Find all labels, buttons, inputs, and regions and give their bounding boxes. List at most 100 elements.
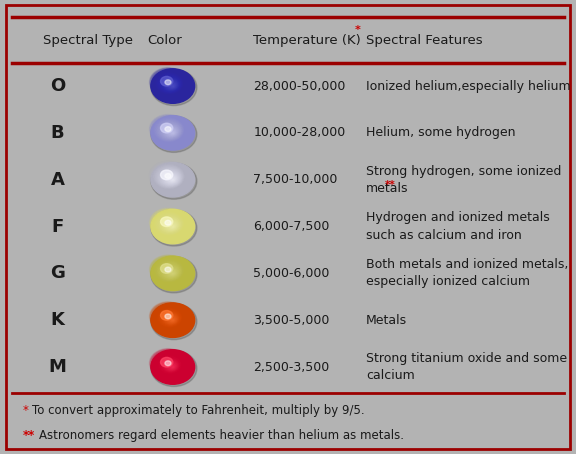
Circle shape xyxy=(160,216,180,232)
Circle shape xyxy=(162,312,179,325)
Circle shape xyxy=(165,220,171,225)
Circle shape xyxy=(168,316,176,323)
Circle shape xyxy=(150,302,187,331)
Circle shape xyxy=(162,265,179,279)
Circle shape xyxy=(165,79,178,90)
Circle shape xyxy=(160,216,181,233)
Circle shape xyxy=(168,129,176,135)
Circle shape xyxy=(152,257,185,283)
Circle shape xyxy=(158,215,181,233)
Circle shape xyxy=(161,358,180,373)
Circle shape xyxy=(161,170,180,185)
Circle shape xyxy=(164,219,178,231)
Circle shape xyxy=(163,125,179,137)
Circle shape xyxy=(154,118,184,142)
Circle shape xyxy=(160,356,181,373)
Circle shape xyxy=(153,258,184,282)
Circle shape xyxy=(157,168,182,187)
Circle shape xyxy=(160,263,180,279)
Circle shape xyxy=(164,266,178,277)
Circle shape xyxy=(168,223,176,229)
Circle shape xyxy=(170,224,175,228)
Circle shape xyxy=(163,172,179,184)
Circle shape xyxy=(167,81,176,89)
Circle shape xyxy=(167,222,176,229)
Circle shape xyxy=(164,313,178,325)
Circle shape xyxy=(151,69,197,106)
Circle shape xyxy=(167,82,176,89)
Circle shape xyxy=(153,118,184,142)
Text: Temperature (K): Temperature (K) xyxy=(253,35,361,47)
Circle shape xyxy=(157,354,183,375)
Circle shape xyxy=(171,319,174,321)
Circle shape xyxy=(153,164,184,189)
Circle shape xyxy=(151,163,185,190)
Circle shape xyxy=(150,162,186,190)
Circle shape xyxy=(170,225,174,227)
Text: A: A xyxy=(51,171,65,189)
Circle shape xyxy=(160,217,180,232)
Circle shape xyxy=(162,78,179,91)
Circle shape xyxy=(169,177,175,181)
Circle shape xyxy=(158,168,181,187)
Circle shape xyxy=(157,120,183,140)
Circle shape xyxy=(151,116,185,143)
Circle shape xyxy=(151,350,195,384)
Circle shape xyxy=(168,270,175,276)
Circle shape xyxy=(157,214,183,234)
Text: Helium, some hydrogen: Helium, some hydrogen xyxy=(366,126,516,139)
Circle shape xyxy=(154,306,184,329)
Circle shape xyxy=(170,84,175,87)
Circle shape xyxy=(156,260,183,281)
Circle shape xyxy=(151,257,185,283)
Circle shape xyxy=(168,363,176,369)
Circle shape xyxy=(170,131,174,134)
Circle shape xyxy=(157,74,182,93)
Circle shape xyxy=(163,78,179,91)
Circle shape xyxy=(160,263,181,280)
Circle shape xyxy=(151,303,185,331)
Circle shape xyxy=(156,120,183,141)
Circle shape xyxy=(165,220,178,231)
Circle shape xyxy=(172,85,173,87)
Circle shape xyxy=(165,267,177,277)
Circle shape xyxy=(166,315,177,324)
Circle shape xyxy=(160,170,180,186)
Circle shape xyxy=(162,124,179,138)
Circle shape xyxy=(156,167,183,188)
Text: G: G xyxy=(50,264,65,282)
Circle shape xyxy=(151,210,197,246)
Circle shape xyxy=(167,128,176,135)
Circle shape xyxy=(153,117,185,142)
Circle shape xyxy=(159,169,181,186)
Circle shape xyxy=(154,71,184,95)
Circle shape xyxy=(158,215,181,233)
Circle shape xyxy=(149,255,187,284)
Circle shape xyxy=(170,178,174,181)
Circle shape xyxy=(160,357,180,373)
Circle shape xyxy=(151,116,185,143)
Circle shape xyxy=(170,131,175,134)
Circle shape xyxy=(169,271,175,275)
Text: K: K xyxy=(51,311,65,329)
Text: Spectral Type: Spectral Type xyxy=(43,35,133,47)
Circle shape xyxy=(154,72,184,94)
Circle shape xyxy=(149,302,187,331)
Circle shape xyxy=(165,80,177,89)
Circle shape xyxy=(153,304,185,330)
Circle shape xyxy=(171,178,174,180)
Circle shape xyxy=(153,305,184,329)
Circle shape xyxy=(166,222,176,229)
Circle shape xyxy=(156,307,183,328)
Circle shape xyxy=(161,311,180,326)
Circle shape xyxy=(162,171,179,185)
Circle shape xyxy=(165,127,171,132)
Circle shape xyxy=(155,166,183,188)
Circle shape xyxy=(165,361,177,371)
Circle shape xyxy=(151,116,197,153)
Circle shape xyxy=(171,132,174,133)
Circle shape xyxy=(161,357,173,367)
Circle shape xyxy=(171,272,174,274)
Circle shape xyxy=(168,129,176,135)
Circle shape xyxy=(166,268,176,276)
